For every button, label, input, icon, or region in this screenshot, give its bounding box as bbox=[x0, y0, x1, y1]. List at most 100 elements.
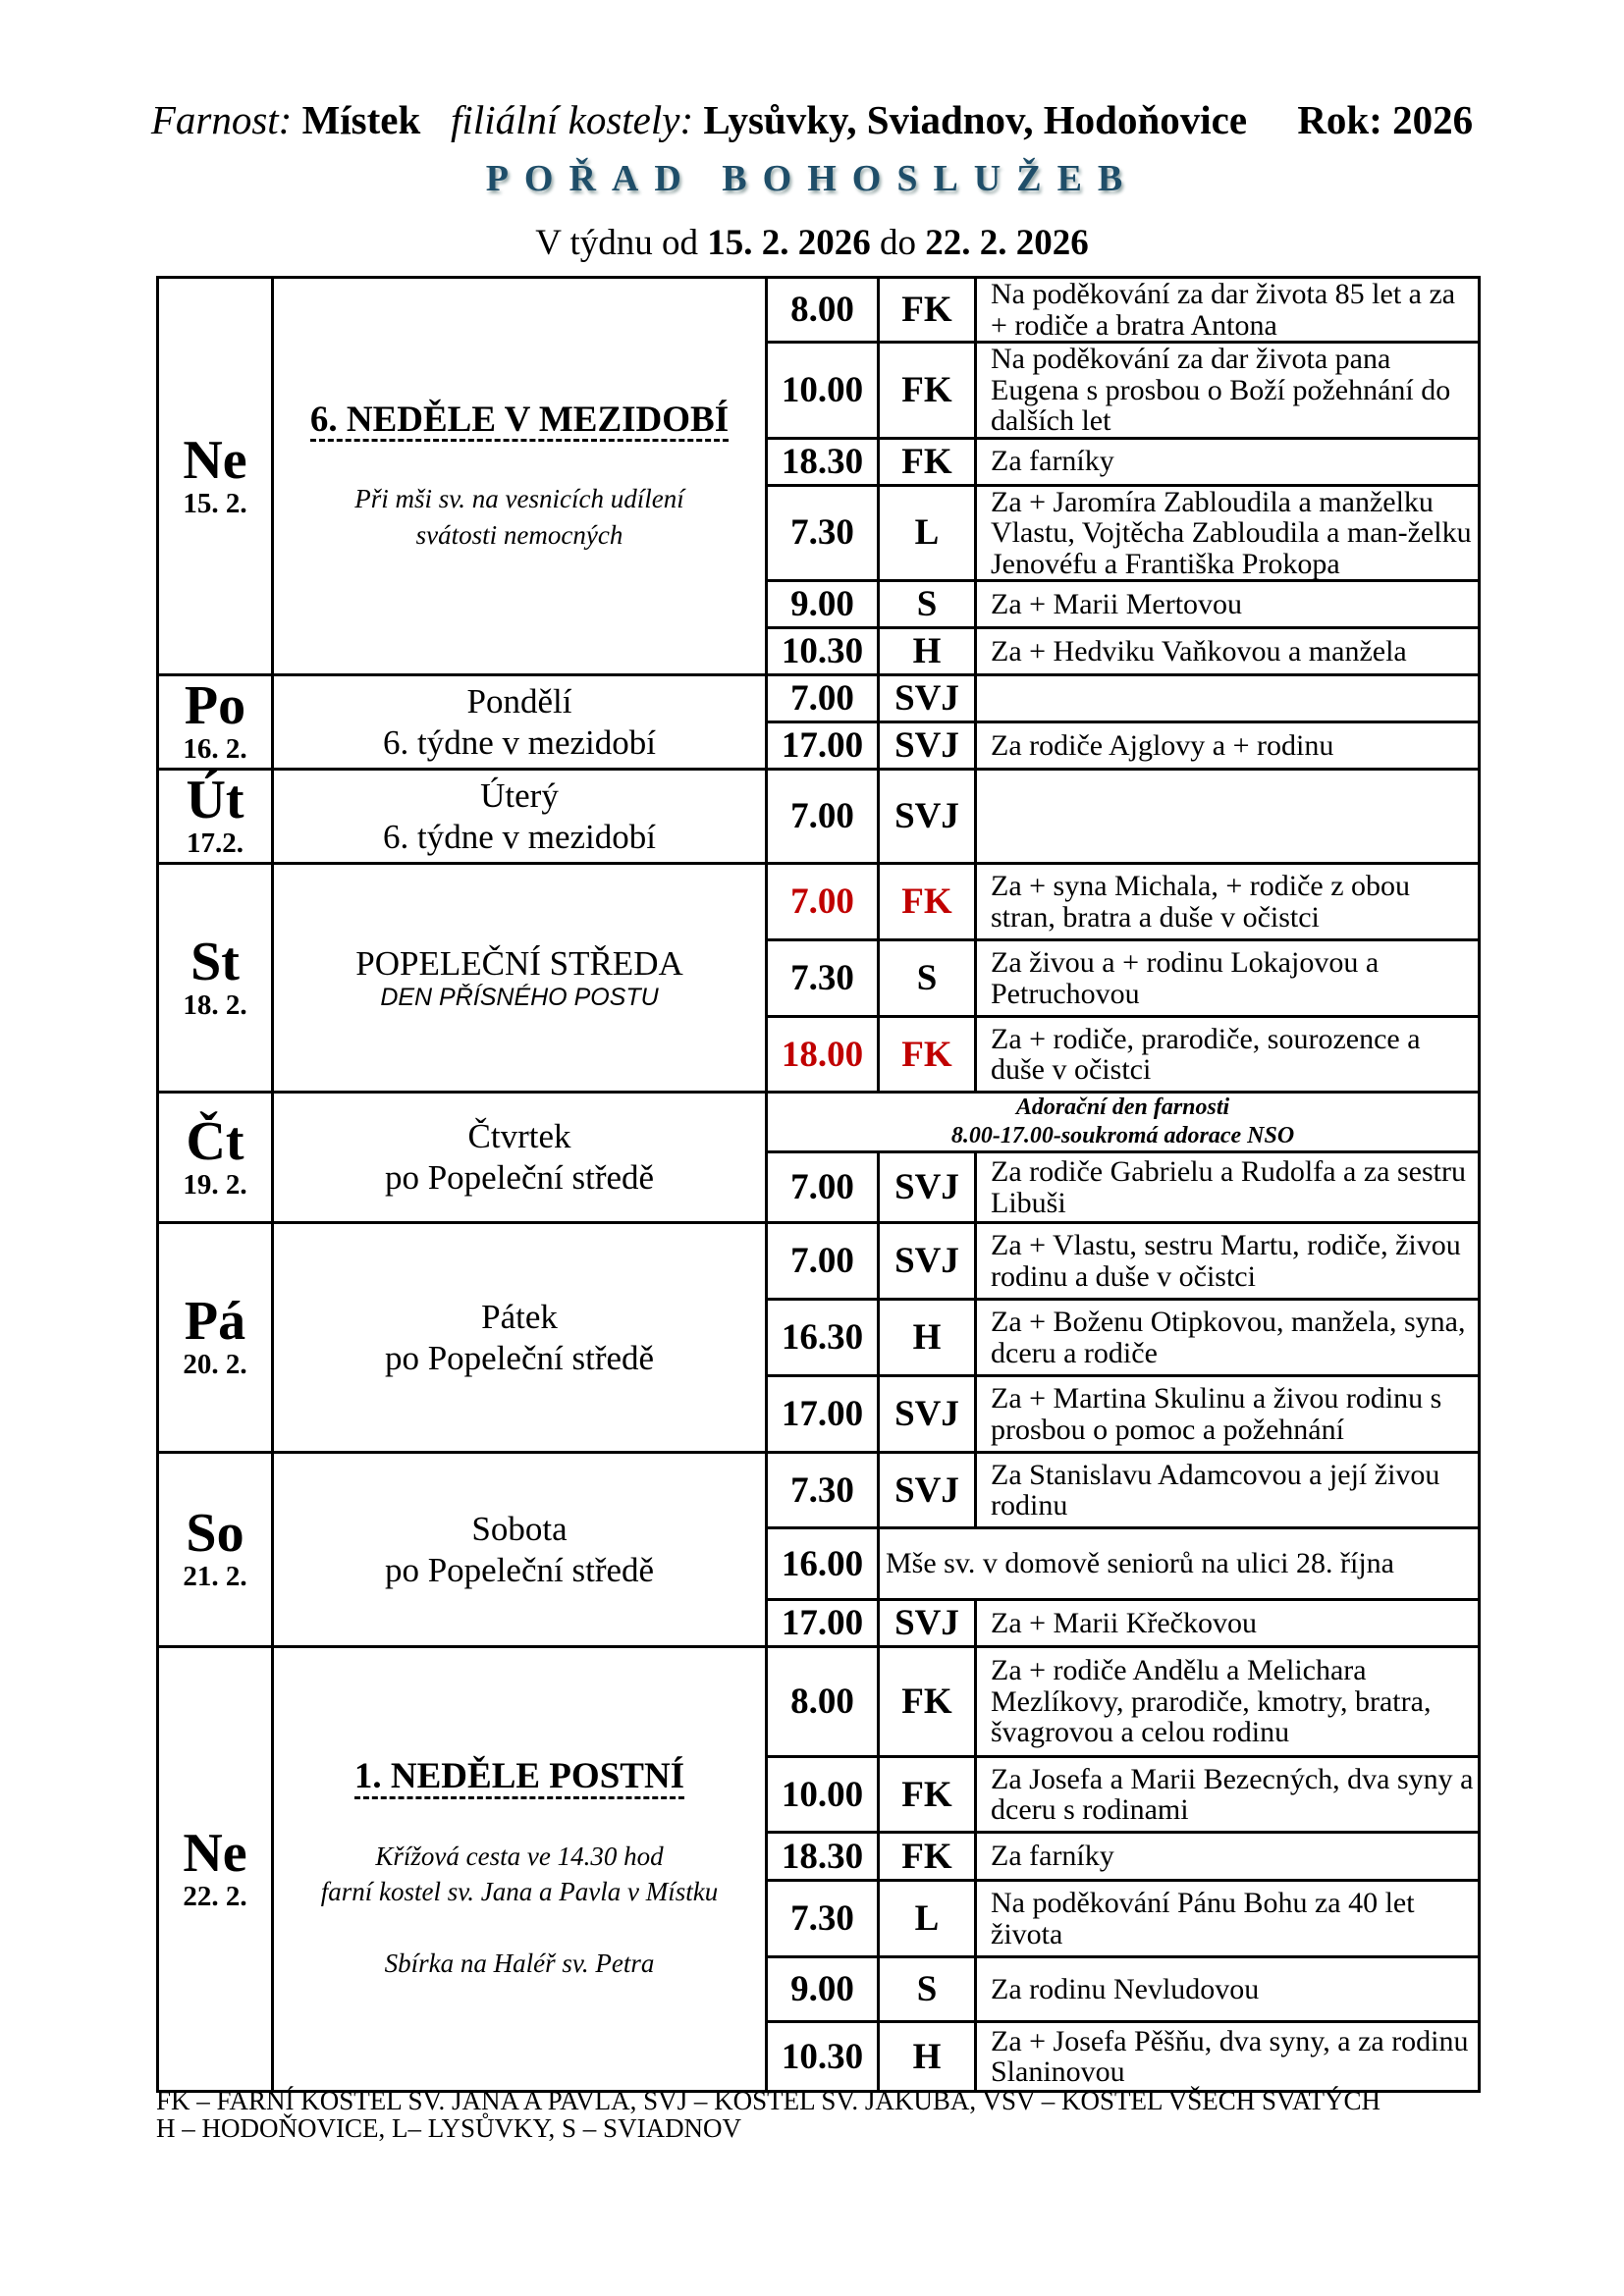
mass-place: SVJ bbox=[877, 1221, 977, 1301]
mass-time: 8.00 bbox=[765, 1645, 880, 1758]
mass-intention: Za + rodiče Andělu a Melichara Mezlíkovy… bbox=[974, 1645, 1481, 1758]
schedule-row: St 18. 2. POPELEČNÍ STŘEDA DEN PŘÍSNÉHO POS… bbox=[156, 862, 1481, 1094]
mass-place: H bbox=[877, 626, 977, 676]
mass-time: 17.00 bbox=[765, 1374, 880, 1454]
schedule-row: Pá 20. 2. Pátek po Popeleční středě 7.00 SVJ Z… bbox=[156, 1221, 1481, 1454]
filial-label: filiální kostely: bbox=[451, 97, 694, 142]
mass-time: 10.00 bbox=[765, 341, 880, 440]
mass-place: L bbox=[877, 1879, 977, 1958]
mass-place: SVJ bbox=[877, 1374, 977, 1454]
mass-time: 16.30 bbox=[765, 1298, 880, 1377]
day-name-line: Pondělí bbox=[466, 681, 572, 721]
day-name-cell: POPELEČNÍ STŘEDA DEN PŘÍSNÉHO POSTU bbox=[271, 862, 768, 1094]
mass-time: 18.30 bbox=[765, 436, 880, 487]
day-name-line: Sobota bbox=[471, 1509, 568, 1548]
mass-intention bbox=[974, 768, 1481, 865]
mass-place: SVJ bbox=[877, 768, 977, 865]
announcement-line: 8.00-17.00-soukromá adorace NSO bbox=[950, 1123, 1295, 1148]
schedule-row: 18.30 FK Za farníky bbox=[158, 436, 1481, 487]
day-abbr: Út bbox=[186, 770, 244, 830]
mass-intention: Za rodiče Ajglovy a + rodinu bbox=[974, 721, 1481, 771]
day-abbr: Po bbox=[184, 675, 246, 736]
day-abbr: So bbox=[186, 1503, 244, 1564]
day-abbr: Čt bbox=[186, 1110, 244, 1172]
legend-line: H – HODOŇOVICE, L– LYSŮVKY, S – SVIADNOV bbox=[156, 2113, 742, 2144]
week-range: V týdnu od 15. 2. 2026 do 22. 2. 2026 bbox=[0, 222, 1624, 264]
mass-time: 7.00 bbox=[765, 1150, 880, 1224]
mass-intention: Za + syna Michala, + rodiče z obou stran… bbox=[974, 862, 1481, 941]
mass-intention: Mše sv. v domově seniorů na ulici 28. ří… bbox=[877, 1526, 1481, 1601]
day-abbr: Pá bbox=[184, 1291, 246, 1352]
parish-name: Místek bbox=[301, 97, 421, 142]
liturgical-title: 1. NEDĚLE POSTNÍ bbox=[353, 1757, 685, 1800]
mass-place: SVJ bbox=[877, 721, 977, 771]
day-name-line: po Popeleční středě bbox=[384, 1338, 655, 1377]
mass-intention: Za + Martina Skulinu a živou rodinu s pr… bbox=[974, 1374, 1481, 1454]
day-name-line: 6. týdne v mezidobí bbox=[382, 722, 656, 762]
mass-intention: Za + Boženu Otipkovou, manžela, syna, dc… bbox=[974, 1298, 1481, 1377]
schedule-row: 7.00 SVJ Za rodiče Gabrielu a Rudolfa a za… bbox=[158, 1150, 1481, 1224]
mass-intention: Za + Hedviku Vaňkovou a manžela bbox=[974, 626, 1481, 676]
mass-place: L bbox=[877, 483, 977, 582]
schedule-row: 7.30 L Za + Jaromíra Zabloudila a manželku… bbox=[158, 483, 1481, 582]
mass-time: 7.30 bbox=[765, 1879, 880, 1958]
mass-place: FK bbox=[877, 1015, 977, 1094]
day-cell: St 18. 2. bbox=[156, 862, 274, 1094]
mass-time: 18.00 bbox=[765, 1015, 880, 1094]
schedule-row: 17.00 SVJ Za rodiče Ajglovy a + rodinu bbox=[158, 721, 1481, 771]
day-name-line: Úterý bbox=[480, 775, 559, 815]
mass-intention: Za živou a + rodinu Lokajovou a Petrucho… bbox=[974, 938, 1481, 1018]
mass-place: H bbox=[877, 1298, 977, 1377]
parish-label: Farnost: bbox=[150, 97, 293, 142]
mass-intention: Za Josefa a Marii Bezecných, dva syny a … bbox=[974, 1755, 1481, 1834]
schedule-row: 18.30 FK Za farníky bbox=[158, 1831, 1481, 1882]
day-date: 15. 2. bbox=[183, 487, 247, 519]
mass-place: FK bbox=[877, 341, 977, 440]
mass-intention bbox=[974, 673, 1481, 723]
day-name-cell: Pátek po Popeleční středě bbox=[271, 1221, 768, 1454]
day-date: 17.2. bbox=[187, 828, 244, 859]
day-name-line: 6. týdne v mezidobí bbox=[382, 817, 656, 856]
mass-time: 10.00 bbox=[765, 1755, 880, 1834]
mass-place: SVJ bbox=[877, 673, 977, 723]
page-title: POŘAD BOHOSLUŽEB bbox=[485, 158, 1139, 199]
day-note: Při mši sv. na vesnicích udílení bbox=[354, 484, 684, 514]
schedule-row: Ne 22. 2. 1. NEDĚLE POSTNÍ Křížová cesta ve… bbox=[156, 1645, 1481, 2093]
mass-place: SVJ bbox=[877, 1451, 977, 1529]
schedule-table: Ne 15. 2. 6. NEDĚLE V MEZIDOBÍ Při mši sv. … bbox=[156, 276, 1481, 2093]
mass-intention: Za + rodiče, prarodiče, sourozence a duš… bbox=[974, 1015, 1481, 1094]
mass-place: S bbox=[877, 938, 977, 1018]
schedule-row: 10.30 H Za + Hedviku Vaňkovou a manžela bbox=[158, 626, 1481, 676]
schedule-row: 17.00 SVJ Za + Marii Křečkovou bbox=[158, 1598, 1481, 1648]
mass-time: 7.00 bbox=[765, 768, 880, 865]
schedule-row: 16.30 H Za + Boženu Otipkovou, manžela, sy… bbox=[158, 1298, 1481, 1377]
mass-time: 8.00 bbox=[765, 276, 880, 344]
day-name-cell: Úterý 6. týdne v mezidobí bbox=[271, 768, 768, 865]
day-name-cell: Sobota po Popeleční středě bbox=[271, 1451, 768, 1648]
mass-time: 7.00 bbox=[765, 1221, 880, 1301]
mass-intention: Na poděkování Pánu Bohu za 40 let života bbox=[974, 1879, 1481, 1958]
day-note: farní kostel sv. Jana a Pavla v Místku bbox=[320, 1877, 719, 1907]
mass-time: 7.00 bbox=[765, 862, 880, 941]
announcement-line: Adorační den farnosti bbox=[1015, 1095, 1230, 1121]
mass-intention: Na poděkování za dar života pana Eugena … bbox=[974, 341, 1481, 440]
week-prefix: V týdnu od bbox=[535, 223, 699, 263]
mass-intention: Za Stanislavu Adamcovou a její živou rod… bbox=[974, 1451, 1481, 1529]
day-name-cell: 1. NEDĚLE POSTNÍ Křížová cesta ve 14.30 h… bbox=[271, 1645, 768, 2093]
day-name-cell: Pondělí 6. týdne v mezidobí bbox=[271, 673, 768, 771]
schedule-row: Po 16. 2. Pondělí 6. týdne v mezidobí 7.00 SV… bbox=[156, 673, 1481, 771]
schedule-row: 7.30 L Na poděkování Pánu Bohu za 40 let ž… bbox=[158, 1879, 1481, 1958]
day-cell: Ne 15. 2. bbox=[156, 276, 274, 676]
day-abbr: Ne bbox=[183, 1822, 247, 1884]
mass-place: SVJ bbox=[877, 1150, 977, 1224]
mass-place: FK bbox=[877, 1645, 977, 1758]
day-name-line: POPELEČNÍ STŘEDA bbox=[355, 944, 683, 984]
mass-time: 7.30 bbox=[765, 938, 880, 1018]
day-cell: So 21. 2. bbox=[156, 1451, 274, 1648]
schedule-row: 16.00 Mše sv. v domově seniorů na ulici 2… bbox=[158, 1526, 1481, 1601]
schedule-row: 7.30 S Za živou a + rodinu Lokajovou a Pet… bbox=[158, 938, 1481, 1018]
schedule-row: Ne 15. 2. 6. NEDĚLE V MEZIDOBÍ Při mši sv. … bbox=[156, 276, 1481, 676]
parish-header: Farnost: Místek filiální kostely: Lysůvk… bbox=[0, 96, 1624, 143]
day-note: Křížová cesta ve 14.30 hod bbox=[375, 1842, 664, 1872]
day-cell: Čt 19. 2. bbox=[156, 1091, 274, 1224]
